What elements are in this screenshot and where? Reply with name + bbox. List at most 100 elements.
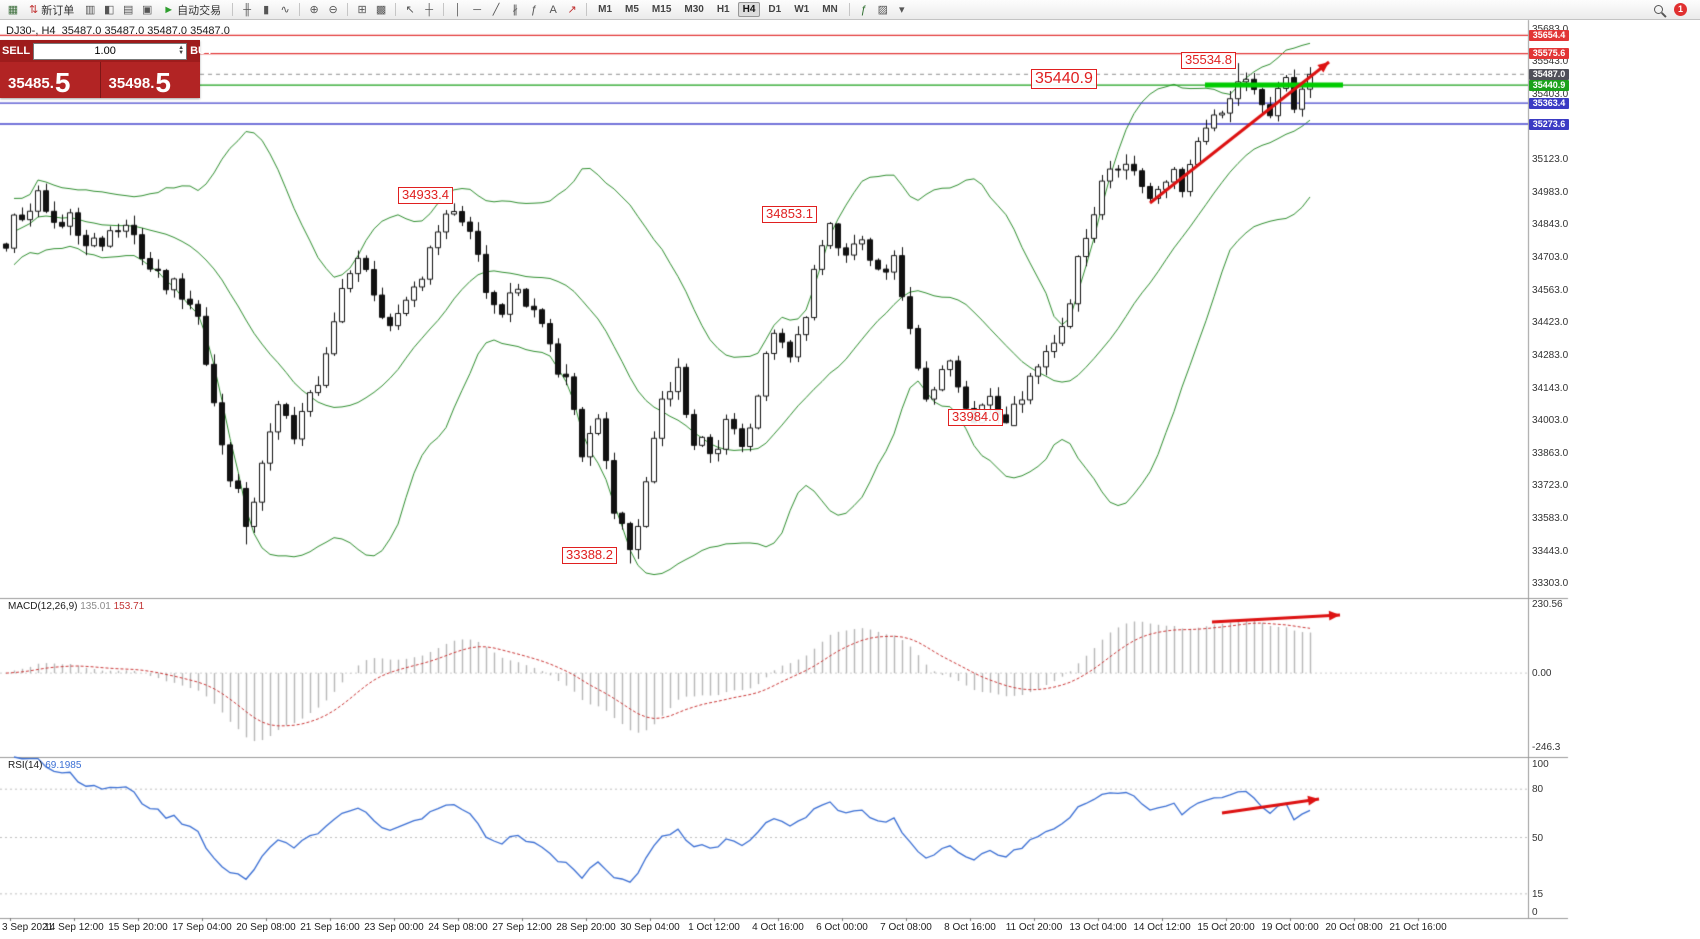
line-chart-icon[interactable]: ∿ [280,4,290,16]
trendline-icon[interactable]: ╱ [492,4,500,16]
timeframe-w1[interactable]: W1 [794,4,810,15]
sell-price-main: 35485. [8,75,54,92]
dropdown-caret-icon[interactable]: ▾ [899,4,905,16]
rsi-indicator-label: RSI(14) 69.1985 [8,760,81,771]
time-axis-label: 15 Sep 20:00 [108,922,168,933]
new-chart-icon[interactable]: ▦ [7,4,19,16]
price-annotation[interactable]: 33984.0 [948,409,1003,426]
new-order-button[interactable]: ⇅ 新订单 [23,2,80,18]
candlestick-chart-icon[interactable]: ▮ [263,4,270,16]
time-axis-label: 17 Sep 04:00 [172,922,232,933]
price-axis-label: 34143.0 [1532,382,1569,394]
toolbar-separator [586,3,588,16]
toolbar-separator [347,3,349,16]
price-tag: 35440.9 [1529,79,1569,91]
price-axis-label: 34423.0 [1532,317,1569,329]
macd-main-value: 135.01 [80,601,111,612]
data-window-icon[interactable]: ◧ [104,4,115,16]
time-axis-label: 21 Oct 16:00 [1389,922,1447,933]
zoom-out-icon[interactable]: ⊖ [328,4,338,16]
macd-name: MACD(12,26,9) [8,601,78,612]
horizontal-line-icon[interactable]: ─ [473,3,481,16]
time-axis-label: 14 Sep 12:00 [44,922,104,933]
timeframe-h1[interactable]: H1 [716,4,730,15]
buy-button[interactable]: 35498. 5 [100,62,200,99]
price-annotation[interactable]: 35534.8 [1181,52,1236,69]
auto-arrange-icon[interactable]: ▩ [375,4,387,16]
price-axis-label: 35683.0 [1532,24,1568,35]
rsi-axis-label: 100 [1532,759,1549,770]
spinner-down-icon[interactable]: ▼ [178,50,185,56]
text-label-icon[interactable]: A [549,3,557,16]
terminal-icon[interactable]: ▣ [142,4,153,16]
time-axis-label: 24 Sep 08:00 [428,922,488,933]
arrows-tool-icon[interactable]: ↗ [567,4,577,16]
time-axis-label: 28 Sep 20:00 [556,922,616,933]
timeframe-m5[interactable]: M5 [625,4,639,15]
volume-box: ▲ ▼ [33,42,188,60]
price-axis-label: 35403.0 [1532,88,1569,100]
trade-panel-prices: 35485. 5 35498. 5 [0,62,200,98]
spinner-up-icon[interactable]: ▲ [178,45,185,51]
time-axis-label: 27 Sep 12:00 [492,922,552,933]
search-icon[interactable] [1649,2,1667,18]
volume-input[interactable] [34,45,177,57]
indicators-add-icon[interactable]: ƒ [860,3,867,16]
bar-chart-icon[interactable]: ╫ [243,3,251,16]
fibonacci-icon[interactable]: ƒ [531,3,538,16]
vertical-line-icon[interactable]: │ [454,3,462,16]
main-toolbar-left: ▦ ⇅ 新订单 ▥ ◧ ▤ ▣ ► 自动交易 ╫ ▮ ∿ ⊕ ⊖ ⊞ ▩ ↖ ┼ │ ─ ╱ ∦ ƒ A ↗ M1 M5 M15 M30… [4,2,911,18]
price-annotation[interactable]: 34853.1 [762,206,817,223]
symbol-title: DJ30-, H4 35487.0 35487.0 35487.0 35487.… [6,25,230,37]
time-axis-label: 15 Oct 20:00 [1197,922,1255,933]
macd-axis-label: -246.3 [1532,742,1561,753]
notification-badge[interactable]: 1 [1674,3,1687,16]
timeframe-m30[interactable]: M30 [684,4,704,15]
crosshair-icon[interactable]: ┼ [425,3,433,16]
timeframe-d1[interactable]: D1 [768,4,782,15]
toolbar-separator [395,3,397,16]
cursor-icon[interactable]: ↖ [405,4,415,16]
rsi-axis-label: 80 [1532,784,1544,796]
price-axis-label: 35123.0 [1532,154,1569,166]
price-annotation[interactable]: 34933.4 [398,187,453,204]
timeframe-m1[interactable]: M1 [598,4,613,15]
navigator-icon[interactable]: ▤ [123,4,134,16]
price-axis-label: 34283.0 [1532,349,1569,361]
volume-spinner[interactable]: ▲ ▼ [176,45,186,56]
buy-price-big: 5 [155,67,171,99]
timeframe-mn[interactable]: MN [822,4,838,15]
price-axis-label: 34703.0 [1532,252,1569,264]
time-axis-label: 4 Oct 16:00 [752,922,804,933]
main-toolbar: ▦ ⇅ 新订单 ▥ ◧ ▤ ▣ ► 自动交易 ╫ ▮ ∿ ⊕ ⊖ ⊞ ▩ ↖ ┼ │ ─ ╱ ∦ ƒ A ↗ M1 M5 M15 M30… [0,0,1700,20]
price-axis-label: 33583.0 [1532,513,1569,525]
magnifier-glyph [1653,5,1663,14]
autotrading-button[interactable]: ► 自动交易 [163,3,222,17]
sell-price-big: 5 [54,67,71,99]
price-annotation[interactable]: 33388.2 [562,547,617,564]
tile-windows-icon[interactable]: ⊞ [357,4,367,16]
timeframe-m15[interactable]: M15 [651,4,672,15]
time-axis-label: 23 Sep 00:00 [364,922,424,933]
market-watch-icon[interactable]: ▥ [85,4,96,16]
time-axis-label: 19 Oct 00:00 [1261,922,1319,933]
price-annotation[interactable]: 35440.9 [1031,69,1097,90]
equidistant-channel-icon[interactable]: ∦ [512,4,518,16]
toolbar-separator [299,3,301,16]
templates-icon[interactable]: ▨ [877,4,888,16]
time-axis-label: 14 Oct 12:00 [1133,922,1191,933]
timeframe-h4[interactable]: H4 [737,2,761,17]
time-axis-label: 20 Sep 08:00 [236,922,296,933]
price-tag: 35575.6 [1529,48,1569,60]
sell-button[interactable]: 35485. 5 [0,62,101,98]
sell-label: SELL [2,45,31,57]
rsi-axis-label: 0 [1532,907,1538,918]
one-click-trade-panel: SELL ▲ ▼ BUY 35485. 5 35498. 5 [0,40,213,98]
price-axis-label: 33863.0 [1532,447,1569,459]
zoom-in-icon[interactable]: ⊕ [309,4,319,16]
price-axis-label: 34983.0 [1532,186,1569,198]
rsi-value: 69.1985 [45,760,82,771]
time-axis-label: 13 Oct 04:00 [1069,922,1127,933]
